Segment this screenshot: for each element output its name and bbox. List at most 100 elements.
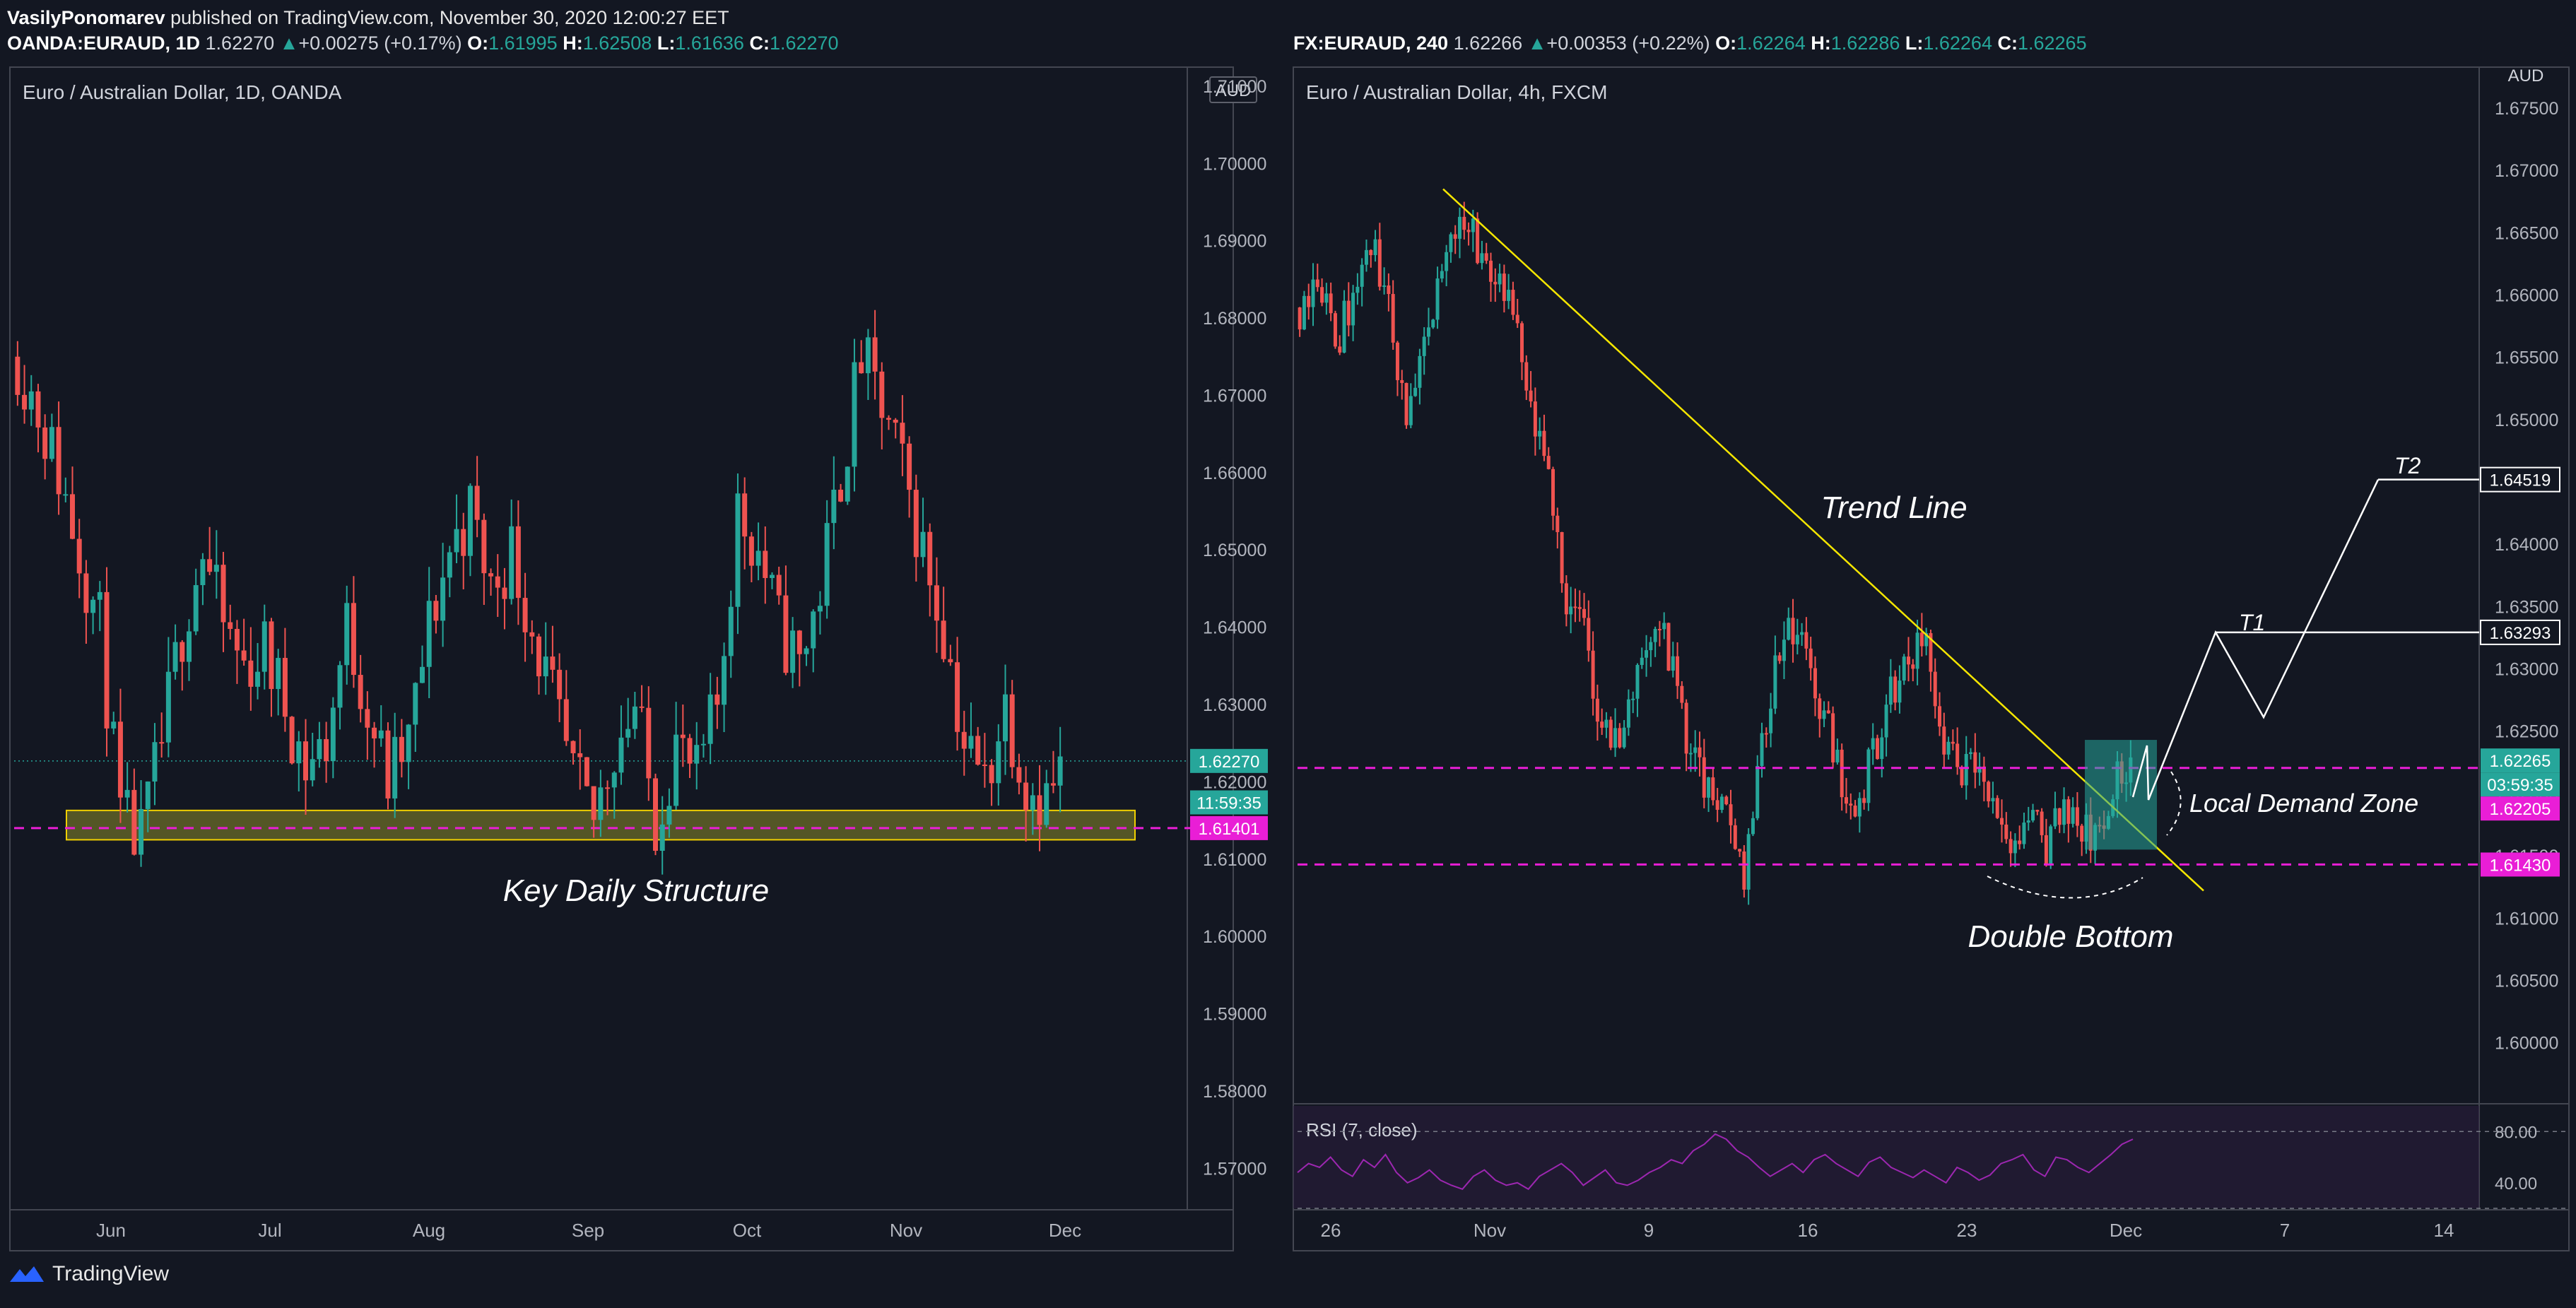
- left-last: 1.62270: [205, 33, 275, 54]
- left-candle: [220, 565, 226, 623]
- right-candle: [1524, 362, 1529, 391]
- right-x-tick: 9: [1644, 1220, 1654, 1241]
- right-candle: [1373, 239, 1377, 256]
- left-candle: [104, 591, 110, 729]
- right-price-label-box: [2481, 796, 2560, 821]
- left-candle: [310, 759, 315, 781]
- left-candle: [289, 717, 295, 764]
- right-candle: [1995, 798, 1999, 818]
- right-currency-label: AUD: [2508, 66, 2544, 86]
- right-candle: [1924, 632, 1929, 647]
- right-candle: [1413, 387, 1418, 396]
- right-candle: [1671, 656, 1675, 671]
- left-y-tick: 1.71000: [1203, 77, 1266, 97]
- right-candle: [1929, 632, 1933, 672]
- right-last: 1.62266: [1453, 33, 1523, 54]
- left-panel-frame: [9, 66, 1234, 1251]
- right-candle: [2035, 810, 2040, 812]
- right-candle: [1733, 825, 1737, 849]
- left-candle: [413, 683, 418, 725]
- right-y-tick: 1.63000: [2495, 660, 2558, 680]
- right-y-tick: 1.67000: [2495, 161, 2558, 181]
- tradingview-logo[interactable]: TradingView: [8, 1262, 169, 1286]
- right-candle: [1729, 804, 1733, 825]
- left-candle: [907, 443, 912, 490]
- rsi-title: RSI (7, close): [1306, 1119, 1418, 1141]
- left-y-tick: 1.65000: [1203, 541, 1266, 560]
- right-candle: [1822, 710, 1826, 719]
- left-candle: [859, 362, 864, 374]
- left-candle: [90, 599, 96, 613]
- right-candle: [1445, 252, 1449, 271]
- right-candle: [1991, 798, 1995, 801]
- right-candle: [1657, 628, 1662, 630]
- left-candle: [317, 738, 322, 760]
- projection-path: [2131, 479, 2380, 801]
- left-candle: [570, 741, 576, 753]
- right-candle: [1715, 800, 1719, 811]
- left-y-tick: 1.62000: [1203, 772, 1266, 792]
- left-candle: [872, 337, 878, 372]
- right-candle: [1364, 249, 1368, 265]
- rsi-line: [1297, 1133, 2134, 1191]
- right-candle: [2018, 840, 2022, 844]
- right-candle: [1857, 798, 1862, 817]
- right-y-tick: 1.64000: [2495, 535, 2558, 555]
- right-candle: [1555, 515, 1560, 533]
- right-candle: [1942, 726, 1946, 755]
- right-candle: [1800, 632, 1804, 635]
- left-candle: [461, 529, 466, 556]
- left-x-tick: Jul: [258, 1220, 281, 1241]
- right-candle: [1564, 583, 1568, 615]
- right-candle: [1987, 782, 1991, 801]
- left-candle: [76, 538, 82, 574]
- right-candle: [1809, 648, 1813, 668]
- right-candle: [1382, 285, 1387, 287]
- right-candle: [1391, 294, 1395, 343]
- right-price-label-box: [2481, 772, 2560, 797]
- right-candle: [1342, 300, 1346, 353]
- right-candle: [1946, 741, 1951, 755]
- left-candle: [406, 724, 411, 762]
- left-candle: [35, 391, 41, 428]
- right-candle: [1902, 656, 1906, 681]
- right-candle: [1875, 738, 1879, 760]
- right-candle: [1702, 757, 1706, 798]
- right-candle: [2009, 839, 2013, 854]
- left-y-tick: 1.70000: [1203, 154, 1266, 174]
- right-candle: [1919, 632, 1924, 647]
- left-candle: [577, 753, 583, 758]
- right-candle: [2057, 808, 2062, 825]
- right-candle: [1520, 323, 1524, 363]
- left-candle: [680, 734, 686, 738]
- left-candle: [865, 337, 871, 374]
- right-candle: [1498, 273, 1502, 285]
- right-legend: FX:EURAUD, 240 1.62266 ▲+0.00353 (+0.22%…: [1293, 33, 2087, 54]
- right-candle: [1969, 752, 1973, 754]
- right-symbol[interactable]: FX:EURAUD, 240: [1293, 33, 1449, 54]
- right-candle: [1453, 234, 1457, 239]
- right-candle: [2080, 825, 2084, 842]
- right-candle: [1426, 327, 1430, 337]
- publish-text: published on TradingView.com, November 3…: [170, 7, 729, 28]
- left-candle: [529, 632, 535, 637]
- right-candle: [1818, 698, 1822, 719]
- left-symbol[interactable]: OANDA:EURAUD, 1D: [7, 33, 201, 54]
- right-close: 1.62265: [2017, 33, 2087, 54]
- right-candle: [2053, 808, 2057, 827]
- right-candle: [1360, 264, 1364, 287]
- up-triangle-icon: ▲: [1527, 33, 1547, 54]
- author-name[interactable]: VasilyPonomarev: [7, 7, 165, 28]
- left-candle: [659, 824, 665, 851]
- right-x-tick: 14: [2434, 1220, 2454, 1241]
- right-candle: [1307, 295, 1311, 307]
- left-candle: [674, 734, 679, 806]
- key-daily-structure-label: Key Daily Structure: [503, 873, 770, 908]
- right-candle: [1831, 713, 1835, 762]
- left-chart-title: Euro / Australian Dollar, 1D, OANDA: [23, 81, 342, 103]
- right-open: 1.62264: [1736, 33, 1806, 54]
- t1-label: T1: [2239, 610, 2265, 635]
- right-candle: [1982, 766, 1986, 782]
- right-y-tick: 1.65500: [2495, 348, 2558, 368]
